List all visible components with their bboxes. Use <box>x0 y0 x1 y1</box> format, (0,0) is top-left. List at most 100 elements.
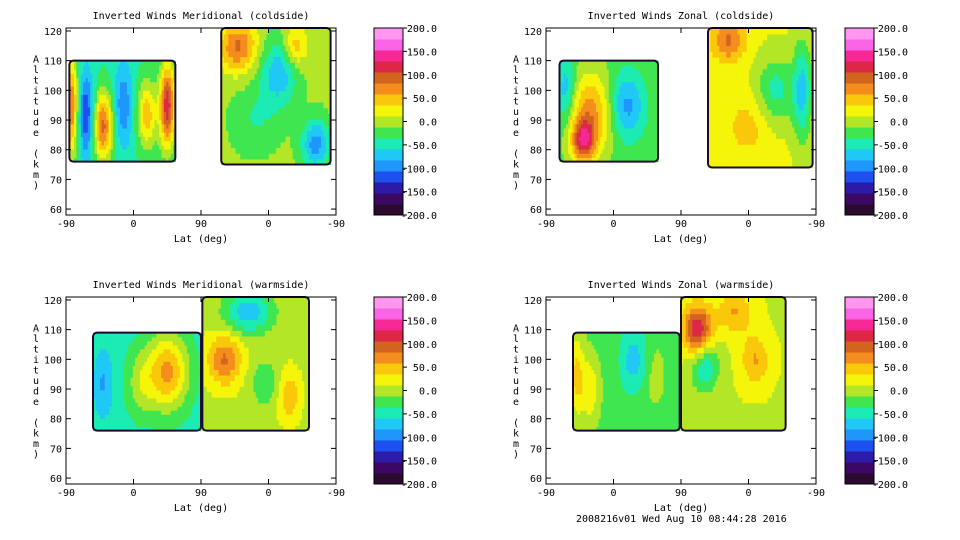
heatmap-cell <box>104 369 108 375</box>
heatmap-cell <box>785 68 789 76</box>
heatmap-cell <box>568 115 571 121</box>
heatmap-cell <box>309 33 313 40</box>
heatmap-cell <box>647 153 651 158</box>
heatmap-cell <box>163 127 167 133</box>
heatmap-cell <box>150 90 153 95</box>
heatmap-cell <box>630 102 633 108</box>
heatmap-cell <box>764 33 768 41</box>
heatmap-cell <box>316 84 320 92</box>
heatmap-cell <box>125 402 129 407</box>
heatmap-cell <box>299 33 303 40</box>
heatmap-cell <box>90 119 94 125</box>
heatmap-cell <box>587 64 591 70</box>
heatmap-cell <box>595 106 599 112</box>
heatmap-cell <box>744 126 748 134</box>
heatmap-cell <box>606 77 610 83</box>
heatmap-cell <box>302 124 306 132</box>
heatmap-cell <box>261 90 265 97</box>
heatmap-cell <box>290 119 294 126</box>
heatmap-cell <box>755 62 759 70</box>
heatmap-cell <box>744 45 748 52</box>
heatmap-cell <box>634 119 638 125</box>
heatmap-cell <box>758 132 761 140</box>
heatmap-cell <box>309 84 313 92</box>
heatmap-cell <box>102 385 106 391</box>
heatmap-cell <box>615 136 618 142</box>
heatmap-cell <box>728 126 732 134</box>
heatmap-cell <box>796 51 800 58</box>
heatmap-cell <box>753 68 757 76</box>
heatmap-cell <box>252 28 256 35</box>
heatmap-cell <box>271 39 275 46</box>
heatmap-cell <box>73 60 77 66</box>
heatmap-cell <box>717 132 720 140</box>
heatmap-cell <box>794 121 798 128</box>
heatmap-cell <box>294 119 298 126</box>
heatmap-cell <box>228 113 232 120</box>
heatmap-cell <box>252 84 256 92</box>
heatmap-cell <box>785 28 789 35</box>
heatmap-cell <box>130 410 134 415</box>
heatmap-cell <box>254 62 258 69</box>
heatmap-cell <box>801 68 805 76</box>
heatmap-cell <box>604 153 608 158</box>
heatmap-cell <box>769 33 773 41</box>
heatmap-cell <box>769 74 773 81</box>
heatmap-cell <box>576 136 580 142</box>
heatmap-cell <box>126 85 130 91</box>
colorbar-swatch <box>845 83 874 95</box>
heatmap-cell <box>623 132 627 137</box>
heatmap-cell <box>107 426 111 432</box>
heatmap-cell <box>785 161 789 169</box>
heatmap-cell <box>318 73 322 80</box>
heatmap-cell <box>228 67 232 75</box>
heatmap-cell <box>254 107 258 114</box>
heatmap-cell <box>249 147 253 154</box>
heatmap-cell <box>152 60 156 66</box>
heatmap-cell <box>152 123 156 129</box>
heatmap-cell <box>280 39 284 46</box>
heatmap-cell <box>746 45 750 52</box>
heatmap-cell <box>636 85 640 91</box>
heatmap-cell <box>297 136 301 143</box>
heatmap-cell <box>580 73 584 79</box>
heatmap-cell <box>604 90 608 95</box>
heatmap-cell <box>617 77 621 83</box>
heatmap-cell <box>773 109 777 116</box>
heatmap-cell <box>124 60 128 66</box>
heatmap-cell <box>226 119 229 126</box>
heatmap-cell <box>753 138 757 145</box>
heatmap-cell <box>71 60 75 66</box>
heatmap-cell <box>247 84 251 92</box>
heatmap-cell <box>69 127 73 133</box>
heatmap-cell <box>604 85 608 91</box>
heatmap-cell <box>117 69 121 74</box>
heatmap-cell <box>746 132 750 140</box>
heatmap-cell <box>287 107 291 114</box>
y-axis-label-char: i <box>513 86 519 97</box>
heatmap-cell <box>111 410 115 415</box>
heatmap-cell <box>767 109 771 116</box>
heatmap-cell <box>561 115 565 121</box>
heatmap-cell <box>712 62 716 70</box>
heatmap-cell <box>115 64 119 70</box>
heatmap-cell <box>97 81 100 87</box>
heatmap-cell <box>271 153 275 160</box>
heatmap-cell <box>161 94 165 100</box>
heatmap-cell <box>744 80 748 87</box>
heatmap-cell <box>769 132 773 140</box>
heatmap-cell <box>278 45 282 52</box>
heatmap-cell <box>733 115 736 122</box>
heatmap-cell <box>252 33 256 40</box>
heatmap-cell <box>273 67 277 75</box>
heatmap-cell <box>118 373 122 379</box>
heatmap-cell <box>714 121 718 128</box>
heatmap-cell <box>228 96 232 103</box>
heatmap-cell <box>758 86 761 93</box>
heatmap-cell <box>278 67 282 75</box>
heatmap-cell <box>73 157 77 163</box>
heatmap-cell <box>125 406 129 411</box>
heatmap-cell <box>93 402 96 407</box>
heatmap-cell <box>93 336 96 342</box>
heatmap-field <box>68 27 332 166</box>
